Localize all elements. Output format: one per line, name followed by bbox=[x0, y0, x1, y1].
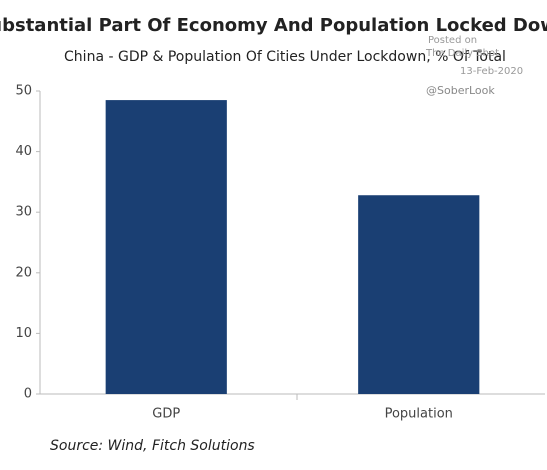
x-tick-label: Population bbox=[385, 407, 453, 422]
y-tick-label: 50 bbox=[15, 84, 32, 99]
chart-subtitle: China - GDP & Population Of Cities Under… bbox=[64, 49, 506, 65]
y-tick-label: 10 bbox=[15, 326, 32, 341]
bar bbox=[105, 100, 227, 394]
y-tick-label: 20 bbox=[15, 265, 32, 280]
watermark: @SoberLook bbox=[426, 84, 495, 97]
chart-title: Substantial Part Of Economy And Populati… bbox=[0, 15, 547, 36]
y-tick-label: 0 bbox=[24, 387, 32, 402]
source-note: Source: Wind, Fitch Solutions bbox=[50, 438, 255, 454]
y-tick-label: 40 bbox=[15, 144, 32, 159]
bar bbox=[358, 195, 480, 394]
y-tick-label: 30 bbox=[15, 205, 32, 220]
x-tick-label: GDP bbox=[152, 407, 180, 422]
watermark: 13-Feb-2020 bbox=[460, 66, 523, 77]
watermark: Posted on bbox=[428, 35, 477, 46]
watermark: The Daily Shot bbox=[425, 48, 499, 59]
